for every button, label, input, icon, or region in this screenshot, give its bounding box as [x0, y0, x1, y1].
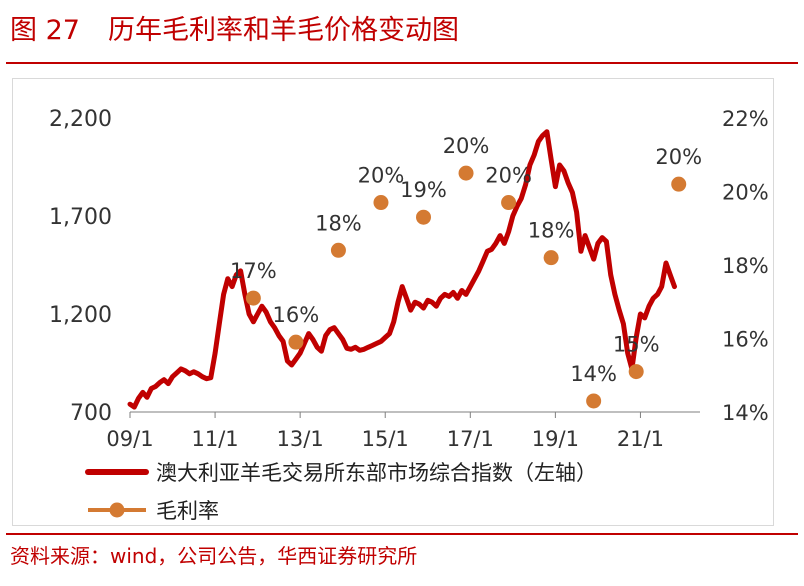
y-right-tick-label: 18%: [722, 254, 769, 278]
y-left-tick-label: 700: [70, 401, 112, 426]
gross-margin-data-label: 20%: [358, 164, 405, 188]
gross-margin-point: [586, 393, 602, 409]
gross-margin-point: [458, 165, 474, 181]
y-left-tick-label: 1,200: [49, 303, 112, 328]
chart-axes: 09/1 11/1 13/1 15/1 17/1 19/1 21/1 700 1,200 1,70…: [49, 107, 769, 451]
gross-margin-point: [373, 195, 389, 211]
gross-margin-data-label: 20%: [443, 134, 490, 158]
chart-frame: [12, 78, 774, 526]
gross-margin-point: [671, 176, 687, 192]
x-tick-label: 15/1: [362, 427, 409, 451]
legend-label-wool-index: 澳大利亚羊毛交易所东部市场综合指数（左轴）: [156, 461, 597, 485]
y-left-tick-label: 1,700: [49, 205, 112, 230]
y-left-tick-label: 2,200: [49, 107, 112, 132]
figure-title: 图 27 历年毛利率和羊毛价格变动图: [10, 8, 459, 54]
y-right-tick-label: 22%: [722, 107, 769, 131]
gross-margin-point: [501, 195, 517, 211]
gross-margin-data-label: 15%: [613, 333, 660, 357]
y-right-tick-label: 20%: [722, 181, 769, 205]
gross-margin-point: [330, 242, 346, 258]
x-tick-label: 21/1: [617, 427, 664, 451]
y-right-tick-label: 14%: [722, 401, 769, 425]
y-right-tick-label: 16%: [722, 328, 769, 352]
x-tick-label: 13/1: [277, 427, 324, 451]
source-rule: [6, 533, 798, 535]
x-tick-label: 09/1: [106, 427, 153, 451]
gross-margin-data-label: 16%: [273, 303, 320, 327]
gross-margin-data-label: 18%: [528, 219, 575, 243]
gross-margin-point: [543, 250, 559, 266]
wool-index-line: [127, 129, 677, 410]
gross-margin-point: [628, 364, 644, 380]
chart-marks: 17%16%18%20%19%20%20%18%14%15%20%: [127, 129, 702, 410]
x-tick-label: 17/1: [447, 427, 494, 451]
gross-margin-data-label: 18%: [315, 211, 362, 235]
gross-margin-data-label: 20%: [655, 145, 702, 169]
figure-number: 图 27: [10, 15, 80, 46]
source-note: 资料来源：wind，公司公告，华西证券研究所: [10, 544, 418, 568]
gross-margin-data-label: 20%: [485, 164, 532, 188]
x-tick-label: 19/1: [532, 427, 579, 451]
gross-margin-point: [416, 209, 432, 225]
gross-margin-data-label: 19%: [400, 178, 447, 202]
title-rule: [6, 62, 798, 64]
gross-margin-data-label: 17%: [230, 259, 277, 283]
legend: 澳大利亚羊毛交易所东部市场综合指数（左轴） 毛利率: [85, 461, 597, 523]
gross-margin-point: [245, 290, 261, 306]
legend-swatch-point: [109, 502, 125, 518]
x-tick-label: 11/1: [191, 427, 238, 451]
figure-title-text: 历年毛利率和羊毛价格变动图: [107, 15, 459, 46]
gross-margin-point: [288, 334, 304, 350]
gross-margin-data-label: 14%: [570, 362, 617, 386]
legend-label-gross-margin: 毛利率: [156, 499, 219, 523]
